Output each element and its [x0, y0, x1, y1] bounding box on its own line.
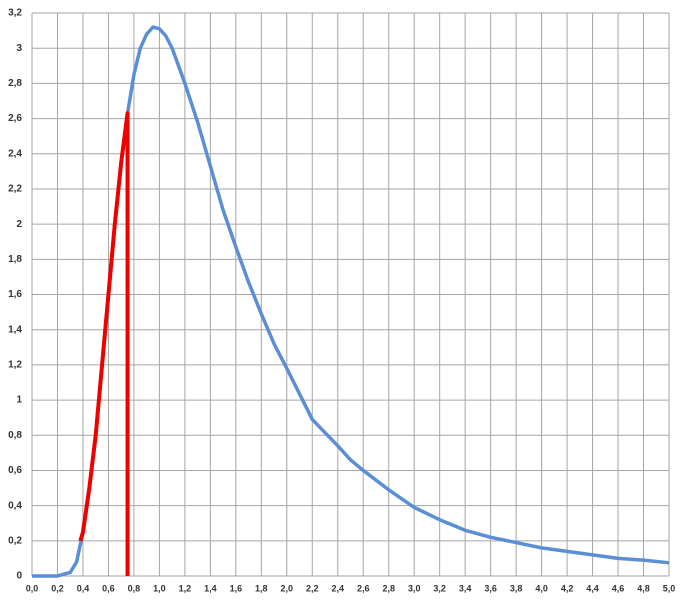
x-tick-label: 3,2: [433, 583, 446, 593]
line: [78, 111, 130, 576]
y-tick-label: 0,2: [8, 535, 22, 546]
x-tick-label: 3,6: [484, 583, 497, 593]
x-tick-label: 3,8: [510, 583, 523, 593]
x-tick-label: 2,2: [306, 583, 319, 593]
x-tick-label: 0,4: [77, 583, 90, 593]
y-tick-label: 1,8: [8, 254, 22, 265]
x-tick-label: 2,0: [281, 583, 294, 593]
x-tick-label: 2,8: [382, 583, 395, 593]
y-tick-label: 2,6: [8, 113, 22, 124]
y-tick-label: 0,8: [8, 430, 22, 441]
y-tick-label: 1,4: [8, 324, 22, 335]
x-tick-label: 4,0: [535, 583, 548, 593]
x-tick-label: 3,4: [459, 583, 472, 593]
y-tick-label: 1: [16, 395, 22, 406]
y-tick-label: 1,2: [8, 360, 22, 371]
x-tick-label: 5,0: [663, 583, 676, 593]
x-tick-label: 0,6: [102, 583, 115, 593]
x-tick-label: 2,4: [332, 583, 345, 593]
x-tick-label: 1,4: [204, 583, 217, 593]
y-tick-label: 2,2: [8, 184, 22, 195]
x-tick-label: 1,6: [230, 583, 243, 593]
x-tick-label: 2,6: [357, 583, 370, 593]
y-tick-label: 2: [16, 219, 22, 230]
x-tick-label: 4,4: [586, 583, 599, 593]
x-tick-label: 4,6: [612, 583, 625, 593]
y-tick-label: 2,8: [8, 78, 22, 89]
x-tick-label: 0,0: [26, 583, 39, 593]
x-tick-label: 1,2: [179, 583, 192, 593]
y-tick-label: 0,4: [8, 500, 22, 511]
y-tick-label: 3,2: [8, 8, 22, 19]
y-tick-label: 3: [16, 43, 22, 54]
x-tick-label: 0,8: [128, 583, 141, 593]
x-tick-label: 4,2: [561, 583, 574, 593]
x-tick-label: 0,2: [51, 583, 64, 593]
x-tick-label: 1,8: [255, 583, 268, 593]
x-tick-label: 4,8: [637, 583, 650, 593]
x-tick-label: 3,0: [408, 583, 421, 593]
y-tick-label: 0,6: [8, 465, 22, 476]
y-tick-label: 0: [16, 571, 22, 582]
x-tick-label: 1,0: [153, 583, 166, 593]
y-tick-label: 1,6: [8, 289, 22, 300]
y-tick-label: 2,4: [8, 148, 22, 159]
